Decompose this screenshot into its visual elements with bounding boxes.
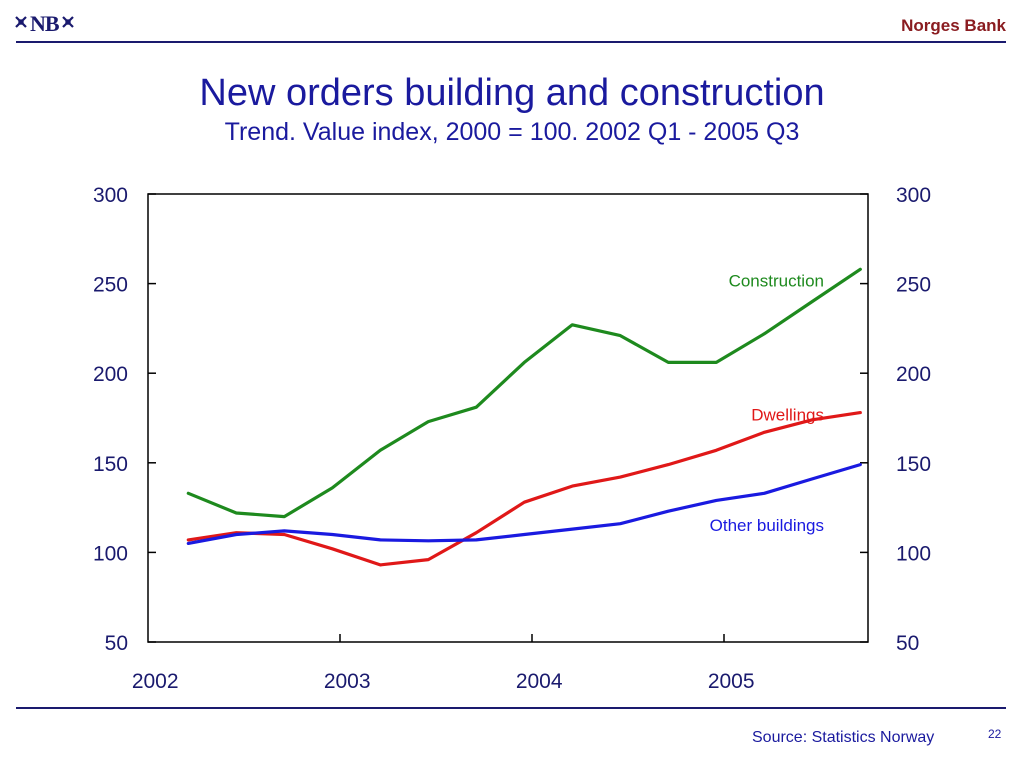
y-tick-label-right: 200: [896, 363, 931, 386]
y-tick-label-left: 250: [93, 274, 128, 297]
y-tick-label-right: 150: [896, 453, 931, 476]
header-divider: [16, 41, 1006, 43]
plot-frame: [147, 193, 869, 643]
y-tick-label-right: 50: [896, 632, 919, 655]
x-tick-label: 2003: [324, 670, 371, 693]
series-labels: Construction Dwellings Other buildings: [710, 271, 824, 535]
series-label-construction: Construction: [729, 271, 824, 290]
y-tick-label-right: 250: [896, 274, 931, 297]
y-tick-label-left: 50: [105, 632, 128, 655]
logo-text: NB: [30, 11, 60, 36]
x-tick-label: 2002: [132, 670, 179, 693]
series-line-dwellings: [186, 411, 862, 567]
chart-subtitle: Trend. Value index, 2000 = 100. 2002 Q1 …: [224, 118, 800, 146]
page-number: 22: [988, 727, 1002, 741]
y-tick-label-right: 300: [896, 184, 931, 207]
source-note: Source: Statistics Norway: [752, 729, 935, 746]
y-tick-label-left: 300: [93, 184, 128, 207]
series-label-dwellings: Dwellings: [751, 406, 824, 425]
x-tick-label: 2004: [516, 670, 563, 693]
y-tick-label-left: 100: [93, 542, 128, 565]
norges-bank-logo: NB: [14, 10, 75, 38]
knot-ornament-icon: [14, 15, 28, 34]
knot-ornament-icon: [61, 15, 75, 34]
series-label-other-buildings: Other buildings: [710, 516, 824, 535]
bank-name: Norges Bank: [901, 16, 1006, 35]
series-line-other-buildings: [186, 463, 862, 546]
x-tick-label: 2005: [708, 670, 755, 693]
chart-title: New orders building and construction: [199, 72, 825, 114]
footer-divider: [16, 707, 1006, 709]
chart-series: [186, 267, 862, 567]
y-tick-label-left: 200: [93, 363, 128, 386]
y-tick-label-left: 150: [93, 453, 128, 476]
y-tick-label-right: 100: [896, 542, 931, 565]
chart-axes: 50 50 100 100 150 150 200 200 250 250 300 300 2002 20…: [93, 184, 931, 693]
series-line-construction: [186, 267, 862, 519]
